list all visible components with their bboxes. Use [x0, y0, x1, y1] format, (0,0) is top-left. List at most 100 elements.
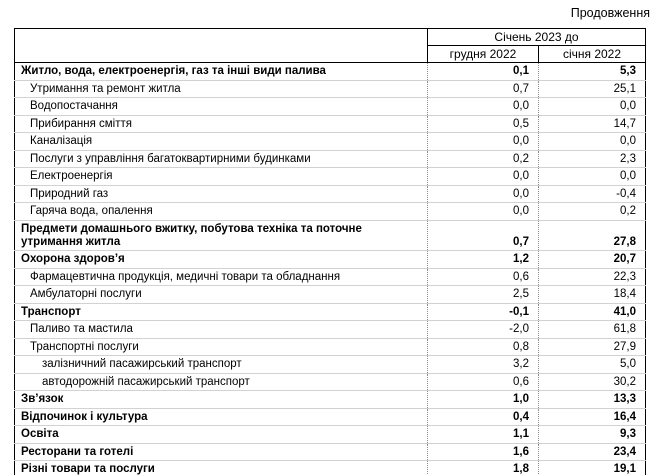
row-value-vs-december: 0,7: [427, 220, 539, 251]
row-value-vs-january: 19,1: [538, 460, 646, 475]
row-value-vs-january: 20,7: [538, 250, 646, 269]
row-value-vs-december: 3,2: [427, 355, 539, 374]
row-value-vs-december: 0,0: [427, 132, 539, 151]
price-index-table: Січень 2023 до грудня 2022 січня 2022 Жи…: [14, 28, 646, 475]
row-value-vs-january: 5,0: [538, 355, 646, 374]
row-value-vs-january: 13,3: [538, 390, 646, 409]
row-value-vs-december: 2,5: [427, 285, 539, 304]
continuation-label: Продовження: [570, 6, 650, 20]
row-label: Паливо та мастила: [14, 320, 428, 339]
row-value-vs-january: 9,3: [538, 425, 646, 444]
row-label: Відпочинок і культура: [14, 408, 428, 426]
row-label: Електроенергія: [14, 167, 428, 186]
row-value-vs-december: 0,0: [427, 202, 539, 221]
row-label: Освіта: [14, 425, 428, 444]
row-label: Каналізація: [14, 132, 428, 151]
table-row: Різні товари та послуги 1,8 19,1: [14, 460, 646, 475]
row-label: Гаряча вода, опалення: [14, 202, 428, 221]
table-row: Транспортні послуги 0,8 27,9: [14, 338, 646, 356]
row-label: Охорона здоров’я: [14, 250, 428, 269]
row-value-vs-january: 0,0: [538, 167, 646, 186]
table-row: залізничний пасажирський транспорт 3,2 5,0: [14, 355, 646, 374]
row-value-vs-january: 27,9: [538, 338, 646, 356]
header-row-columns: грудня 2022 січня 2022: [15, 45, 646, 63]
row-value-vs-december: 0,6: [427, 373, 539, 391]
header-row-period: Січень 2023 до: [14, 28, 646, 63]
row-value-vs-december: 1,0: [427, 390, 539, 409]
table-row: Житло, вода, електроенергія, газ та інші…: [14, 62, 646, 81]
row-value-vs-january: 61,8: [538, 320, 646, 339]
row-label: Різні товари та послуги: [14, 460, 428, 475]
header-col-january-2022: січня 2022: [538, 45, 646, 63]
row-value-vs-january: 22,3: [538, 268, 646, 286]
table-row: Відпочинок і культура 0,4 16,4: [14, 408, 646, 426]
row-value-vs-december: 0,0: [427, 185, 539, 203]
row-value-vs-january: 30,2: [538, 373, 646, 391]
table-row: Амбулаторні послуги 2,5 18,4: [14, 285, 646, 304]
table-row: автодорожній пасажирський транспорт 0,6 30…: [14, 373, 646, 391]
table-row: Предмети домашнього вжитку, побутова тех…: [14, 220, 646, 251]
row-label: Транспортні послуги: [14, 338, 428, 356]
table-row: Водопостачання 0,0 0,0: [14, 97, 646, 116]
row-value-vs-december: 1,1: [427, 425, 539, 444]
row-value-vs-december: 0,2: [427, 150, 539, 168]
row-value-vs-january: 23,4: [538, 443, 646, 461]
row-value-vs-january: 0,0: [538, 132, 646, 151]
row-value-vs-december: 1,8: [427, 460, 539, 475]
row-label: Фармацевтична продукція, медичні товари …: [14, 268, 428, 286]
row-value-vs-december: 0,6: [427, 268, 539, 286]
row-value-vs-december: 0,7: [427, 80, 539, 98]
row-value-vs-december: -2,0: [427, 320, 539, 339]
table-row: Утримання та ремонт житла 0,7 25,1: [14, 80, 646, 98]
row-value-vs-december: 0,0: [427, 97, 539, 116]
row-value-vs-january: 27,8: [538, 220, 646, 251]
row-value-vs-january: 41,0: [538, 303, 646, 321]
row-label: Амбулаторні послуги: [14, 285, 428, 304]
row-value-vs-january: 0,2: [538, 202, 646, 221]
header-period-title: Січень 2023 до: [427, 28, 646, 46]
row-value-vs-january: 16,4: [538, 408, 646, 426]
table-row: Паливо та мастила -2,0 61,8: [14, 320, 646, 339]
row-value-vs-december: 0,8: [427, 338, 539, 356]
table-header: Січень 2023 до грудня 2022 січня 2022: [14, 28, 646, 63]
row-value-vs-january: 25,1: [538, 80, 646, 98]
table-row: Прибирання сміття 0,5 14,7: [14, 115, 646, 133]
header-empty-cell: [14, 28, 428, 63]
row-label: Житло, вода, електроенергія, газ та інші…: [14, 62, 428, 81]
row-value-vs-january: 2,3: [538, 150, 646, 168]
row-label: Транспорт: [14, 303, 428, 321]
row-value-vs-december: 1,2: [427, 250, 539, 269]
row-value-vs-january: 14,7: [538, 115, 646, 133]
row-label: залізничний пасажирський транспорт: [14, 355, 428, 374]
table-row: Гаряча вода, опалення 0,0 0,2: [14, 202, 646, 221]
row-label: автодорожній пасажирський транспорт: [14, 373, 428, 391]
table-row: Зв’язок 1,0 13,3: [14, 390, 646, 409]
table-body: Житло, вода, електроенергія, газ та інші…: [14, 62, 646, 475]
row-value-vs-january: -0,4: [538, 185, 646, 203]
row-value-vs-january: 5,3: [538, 62, 646, 81]
row-value-vs-december: 0,1: [427, 62, 539, 81]
table-row: Каналізація 0,0 0,0: [14, 132, 646, 151]
header-col-december-2022: грудня 2022: [427, 45, 539, 63]
table-row: Освіта 1,1 9,3: [14, 425, 646, 444]
row-label: Прибирання сміття: [14, 115, 428, 133]
row-label: Зв’язок: [14, 390, 428, 409]
row-label: Послуги з управління багатоквартирними б…: [14, 150, 428, 168]
row-label: Ресторани та готелі: [14, 443, 428, 461]
table-row: Електроенергія 0,0 0,0: [14, 167, 646, 186]
table-row: Ресторани та готелі 1,6 23,4: [14, 443, 646, 461]
row-value-vs-december: -0,1: [427, 303, 539, 321]
row-value-vs-january: 18,4: [538, 285, 646, 304]
table-row: Послуги з управління багатоквартирними б…: [14, 150, 646, 168]
row-label: Водопостачання: [14, 97, 428, 116]
row-value-vs-january: 0,0: [538, 97, 646, 116]
row-label: Утримання та ремонт житла: [14, 80, 428, 98]
table-row: Фармацевтична продукція, медичні товари …: [14, 268, 646, 286]
row-value-vs-december: 1,6: [427, 443, 539, 461]
table-row: Охорона здоров’я 1,2 20,7: [14, 250, 646, 269]
row-value-vs-december: 0,5: [427, 115, 539, 133]
table-row: Транспорт -0,1 41,0: [14, 303, 646, 321]
row-value-vs-december: 0,4: [427, 408, 539, 426]
row-label: Предмети домашнього вжитку, побутова тех…: [14, 220, 428, 251]
